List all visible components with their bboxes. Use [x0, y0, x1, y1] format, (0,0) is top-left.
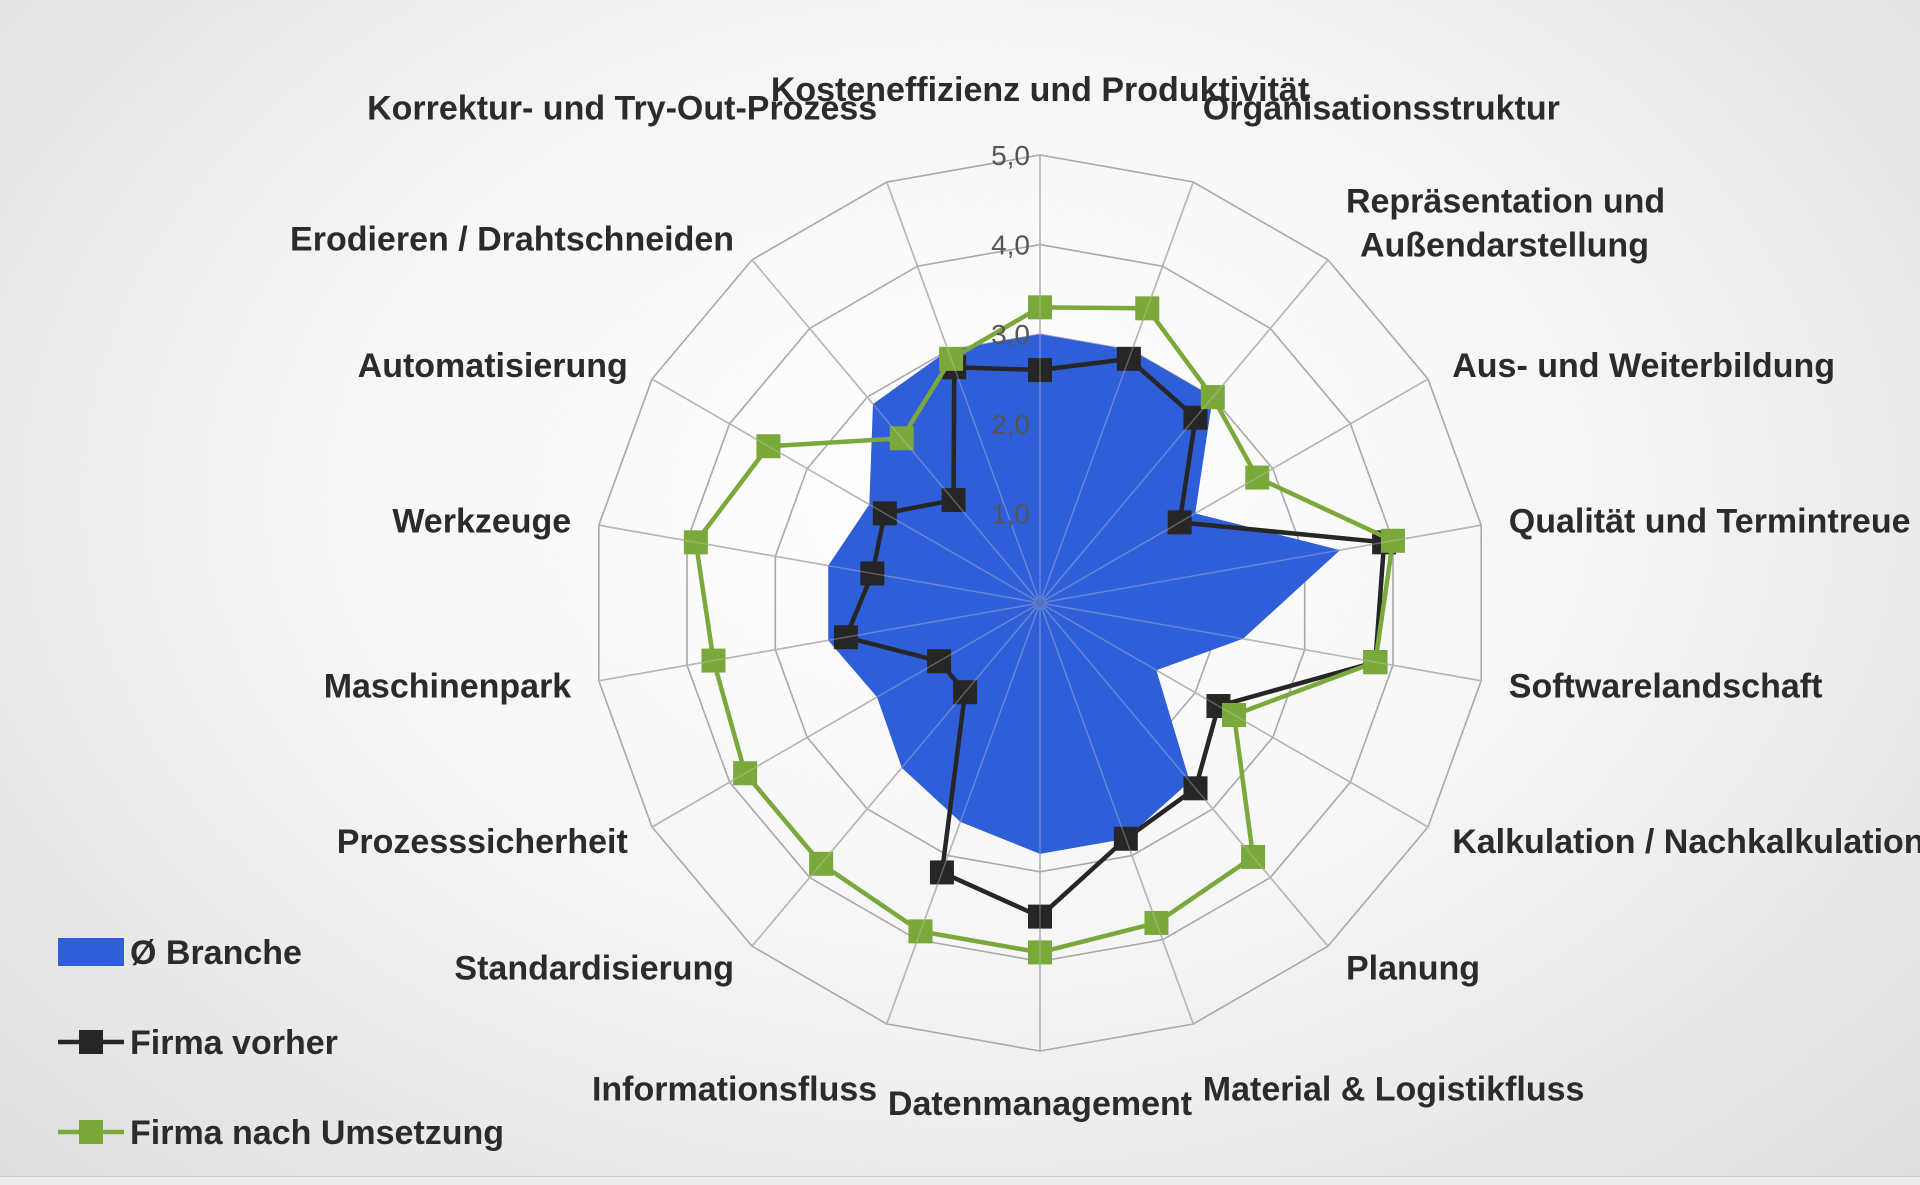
series-marker	[1113, 826, 1138, 851]
tick-label: 5,0	[991, 140, 1030, 171]
series-marker	[927, 649, 952, 674]
legend-marker	[79, 1120, 103, 1144]
grid-spoke	[1039, 602, 1329, 947]
series-marker	[1380, 528, 1405, 553]
series-3	[683, 295, 1405, 965]
legend-label: Firma vorher	[130, 1024, 338, 1062]
series-marker	[809, 851, 834, 876]
grid-spoke	[751, 259, 1041, 604]
radar-center	[1035, 598, 1045, 608]
series-area	[828, 334, 1341, 854]
series-marker	[1028, 940, 1052, 965]
legend-marker	[79, 1030, 103, 1054]
series-marker	[701, 648, 726, 673]
series-marker	[833, 625, 858, 650]
legend-item: Ø Branche	[58, 934, 302, 972]
series-marker	[1245, 465, 1270, 490]
axis-label: Datenmanagement	[888, 1085, 1192, 1123]
tick-labels: 1,0 2,0 3,0 4,0 5,0	[991, 140, 1030, 529]
series-marker	[1135, 296, 1160, 321]
grid-spoke	[1039, 602, 1482, 682]
axis-label: Planung	[1346, 950, 1480, 988]
legend-label: Firma nach Umsetzung	[130, 1114, 504, 1152]
series-marker	[1144, 910, 1169, 935]
axis-label-line: Repräsentation und	[1346, 182, 1665, 220]
grid-spoke	[598, 602, 1041, 682]
grid-spoke	[651, 378, 1041, 604]
grid-spoke	[1039, 181, 1194, 604]
tick-label: 4,0	[991, 230, 1030, 261]
grid-spoke	[1039, 602, 1429, 828]
axis-label: Organisationsstruktur	[1203, 90, 1560, 128]
window-bottom-edge	[0, 1176, 1920, 1185]
axis-label: Automatisierung	[358, 347, 628, 385]
series-marker	[941, 488, 966, 513]
series-marker	[756, 434, 781, 459]
series-marker	[1183, 776, 1208, 801]
grid-spoke	[651, 602, 1041, 828]
series-marker	[733, 761, 758, 786]
grid-spoke	[598, 524, 1041, 604]
series-marker	[860, 561, 885, 586]
series-marker	[889, 426, 914, 451]
tick-label: 2,0	[991, 409, 1030, 440]
series-marker	[1363, 650, 1388, 675]
legend-item: Firma vorher	[58, 1024, 338, 1062]
axis-label: Standardisierung	[454, 950, 734, 988]
legend: Ø Branche Firma vorher Firma nach Umsetzun…	[58, 934, 504, 1152]
grid-spoke	[886, 602, 1041, 1025]
category-labels: Kosteneffizienz und ProduktivitätOrganis…	[290, 71, 1920, 1123]
axis-label: Aus- und Weiterbildung	[1452, 347, 1835, 385]
axis-label-line: Außendarstellung	[1360, 226, 1649, 264]
series-marker	[1028, 358, 1052, 383]
series-1	[828, 334, 1341, 854]
series-marker	[1167, 510, 1192, 535]
tick-label: 3,0	[991, 319, 1030, 350]
series-marker	[1221, 703, 1246, 727]
legend-item: Firma nach Umsetzung	[58, 1114, 504, 1152]
grid-spoke	[1039, 602, 1194, 1025]
series-marker	[1028, 904, 1052, 929]
series-marker	[953, 680, 978, 705]
grid-spokes-overlay	[598, 155, 1482, 1051]
series-marker	[908, 919, 933, 944]
grid-spoke	[1039, 259, 1329, 604]
series-marker	[1200, 385, 1225, 410]
axis-label: Kalkulation / Nachkalkulation	[1452, 823, 1920, 861]
axis-label: Informationsfluss	[592, 1070, 877, 1108]
axis-label: Erodieren / Drahtschneiden	[290, 220, 734, 258]
grid-spoke	[1039, 378, 1429, 604]
axis-label: Werkzeuge	[392, 502, 571, 540]
legend-swatch	[58, 938, 124, 966]
series-marker	[872, 501, 897, 526]
axis-label: Qualität und Termintreue	[1509, 502, 1911, 540]
axis-label: Korrektur- und Try-Out-Prozess	[367, 90, 877, 128]
axis-label: Maschinenpark	[324, 668, 572, 706]
tick-label: 1,0	[991, 498, 1030, 529]
series-marker	[1241, 844, 1266, 869]
series-marker	[1028, 295, 1052, 320]
legend-label: Ø Branche	[130, 934, 302, 972]
series-marker	[929, 860, 954, 885]
series-marker	[1183, 405, 1208, 430]
series-marker	[939, 346, 964, 371]
series-marker	[1116, 346, 1141, 371]
axis-label: Material & Logistikfluss	[1203, 1070, 1585, 1108]
grid-spoke	[1039, 524, 1482, 604]
axis-label: Kosteneffizienz und Produktivität	[771, 71, 1309, 109]
axis-label: Prozesssicherheit	[337, 823, 628, 861]
grid-spoke	[886, 181, 1041, 604]
axis-label: Softwarelandschaft	[1509, 668, 1823, 706]
series-marker	[683, 530, 708, 555]
axis-label: Repräsentation und Außendarstellung	[1346, 182, 1665, 264]
grid-spoke	[751, 602, 1041, 947]
